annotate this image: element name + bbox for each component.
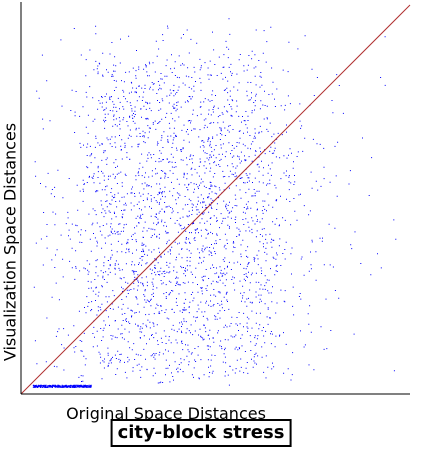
identity-reference-line bbox=[20, 4, 411, 395]
chart-title: city-block stress bbox=[110, 419, 292, 447]
x-axis-label: Original Space Distances bbox=[66, 404, 266, 423]
y-axis-label: Visualization Space Distances bbox=[0, 122, 20, 362]
